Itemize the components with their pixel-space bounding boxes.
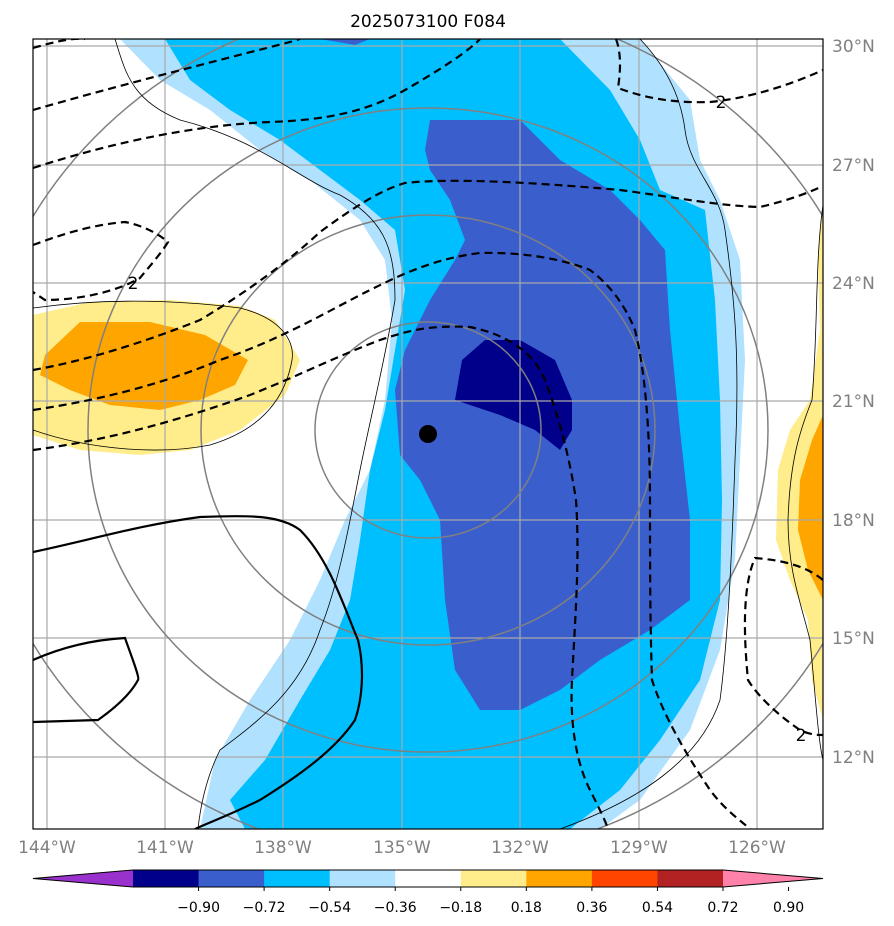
longitude-labels: 144°W 141°W 138°W 135°W 132°W 129°W 126°… xyxy=(18,838,786,858)
colorbar-segment xyxy=(133,870,199,887)
contour-label-west: 2 xyxy=(128,274,139,294)
colorbar xyxy=(33,870,823,887)
latitude-labels: 30°N 27°N 24°N 21°N 18°N 15°N 12°N xyxy=(832,37,875,768)
colorbar-tick-label: −0.18 xyxy=(439,900,482,916)
storm-center-marker xyxy=(419,425,437,443)
lon-label: 129°W xyxy=(610,838,668,858)
lon-label: 132°W xyxy=(491,838,549,858)
colorbar-tick-label: 0.36 xyxy=(576,900,607,916)
colorbar-tick-label: −0.36 xyxy=(374,900,417,916)
lat-label: 15°N xyxy=(832,629,875,649)
lat-label: 18°N xyxy=(832,511,875,531)
contour-label-southeast: 2 xyxy=(796,726,807,746)
colorbar-tick-label: −0.90 xyxy=(177,900,220,916)
colorbar-segment xyxy=(526,870,592,887)
colorbar-segment xyxy=(592,870,658,887)
colorbar-segment xyxy=(199,870,265,887)
lat-label: 24°N xyxy=(832,274,875,294)
contour-label-northeast: 2 xyxy=(716,93,727,113)
lat-label: 30°N xyxy=(832,37,875,57)
lon-label: 126°W xyxy=(728,838,786,858)
colorbar-segment xyxy=(657,870,723,887)
map-title: 2025073100 F084 xyxy=(350,12,506,32)
colorbar-segment xyxy=(264,870,330,887)
colorbar-segment xyxy=(461,870,527,887)
lon-label: 141°W xyxy=(136,838,194,858)
colorbar-extend-low xyxy=(33,870,133,887)
colorbar-tick-label: 0.90 xyxy=(773,900,804,916)
colorbar-extend-high xyxy=(723,870,823,887)
colorbar-segment xyxy=(330,870,396,887)
lon-label: 144°W xyxy=(18,838,76,858)
lat-label: 27°N xyxy=(832,156,875,176)
colorbar-tick-label: 0.18 xyxy=(511,900,542,916)
lon-label: 135°W xyxy=(373,838,431,858)
colorbar-tick-label: −0.54 xyxy=(308,900,351,916)
map-area: 2 2 2 xyxy=(0,0,883,860)
lon-label: 138°W xyxy=(254,838,312,858)
colorbar-segment xyxy=(395,870,461,887)
colorbar-tick-label: 0.72 xyxy=(707,900,738,916)
lat-label: 12°N xyxy=(832,748,875,768)
colorbar-tick-labels: −0.90 −0.72 −0.54 −0.36 −0.18 0.18 0.36 0.54 0.7… xyxy=(177,887,804,916)
colorbar-tick-label: 0.54 xyxy=(642,900,673,916)
colorbar-tick-label: −0.72 xyxy=(243,900,286,916)
lat-label: 21°N xyxy=(832,392,875,412)
